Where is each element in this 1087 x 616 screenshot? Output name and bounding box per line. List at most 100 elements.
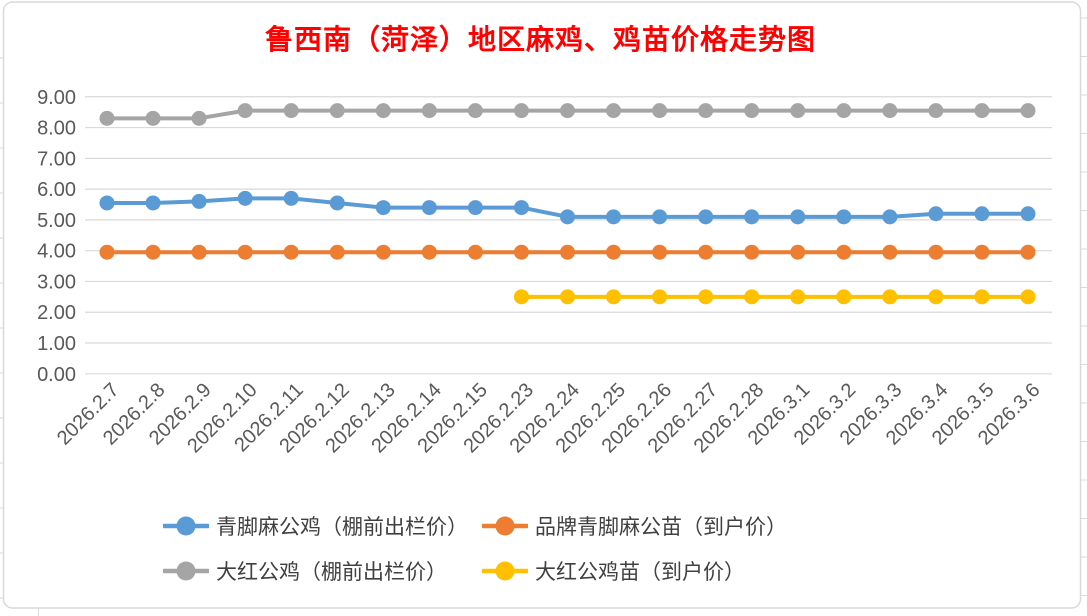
data-point-series-3 xyxy=(928,289,944,305)
data-point-series-1 xyxy=(375,244,391,260)
data-point-series-1 xyxy=(974,244,990,260)
y-axis-tick-label: 4.00 xyxy=(37,241,76,263)
data-point-series-2 xyxy=(329,103,345,119)
legend-marker-icon xyxy=(163,561,209,581)
data-point-series-2 xyxy=(744,103,760,119)
legend-label: 品牌青脚麻公苗（到户价） xyxy=(535,515,787,539)
data-point-series-1 xyxy=(606,244,622,260)
data-point-series-0 xyxy=(237,190,253,206)
legend-item-3[interactable]: 大红公鸡苗（到户价） xyxy=(482,556,787,586)
data-point-series-0 xyxy=(882,209,898,225)
data-point-series-0 xyxy=(652,209,668,225)
data-point-series-2 xyxy=(237,103,253,119)
data-point-series-2 xyxy=(606,103,622,119)
data-point-series-3 xyxy=(974,289,990,305)
legend-label: 大红公鸡苗（到户价） xyxy=(535,560,745,584)
legend-item-1[interactable]: 品牌青脚麻公苗（到户价） xyxy=(482,511,787,541)
data-point-series-0 xyxy=(606,209,622,225)
legend-dot xyxy=(176,561,196,581)
data-point-series-1 xyxy=(744,244,760,260)
data-point-series-3 xyxy=(698,289,714,305)
data-point-series-2 xyxy=(560,103,575,119)
data-point-series-3 xyxy=(652,289,668,305)
data-point-series-0 xyxy=(974,206,990,222)
data-point-series-2 xyxy=(513,103,529,119)
data-point-series-2 xyxy=(652,103,668,119)
data-point-series-0 xyxy=(421,200,437,216)
legend-dot xyxy=(495,561,515,581)
data-point-series-1 xyxy=(513,244,529,260)
data-point-series-3 xyxy=(790,289,806,305)
data-point-series-0 xyxy=(744,209,760,225)
legend-label: 青脚麻公鸡（棚前出栏价） xyxy=(216,515,468,539)
data-point-series-0 xyxy=(145,195,161,211)
data-point-series-1 xyxy=(652,244,668,260)
legend-marker-icon xyxy=(482,561,528,581)
data-point-series-3 xyxy=(513,289,529,305)
data-point-series-1 xyxy=(790,244,806,260)
chart-title: 鲁西南（菏泽）地区麻鸡、鸡苗价格走势图 xyxy=(264,23,816,56)
y-axis-tick-label: 3.00 xyxy=(37,271,76,293)
data-point-series-2 xyxy=(974,103,990,119)
data-point-series-2 xyxy=(421,103,437,119)
legend-dot xyxy=(176,516,196,536)
data-point-series-1 xyxy=(882,244,898,260)
data-point-series-0 xyxy=(99,195,115,211)
data-point-series-0 xyxy=(790,209,806,225)
data-point-series-1 xyxy=(698,244,714,260)
y-axis-tick-label: 2.00 xyxy=(37,302,76,324)
data-point-series-2 xyxy=(467,103,483,119)
data-point-series-1 xyxy=(560,244,575,260)
data-point-series-2 xyxy=(375,103,391,119)
y-axis-tick-label: 8.00 xyxy=(37,118,76,140)
y-axis-tick-label: 6.00 xyxy=(37,179,76,201)
data-point-series-1 xyxy=(836,244,852,260)
data-point-series-2 xyxy=(882,103,898,119)
legend-dot xyxy=(495,516,515,536)
legend-item-0[interactable]: 青脚麻公鸡（棚前出栏价） xyxy=(163,511,468,541)
data-point-series-3 xyxy=(1020,289,1036,305)
data-point-series-1 xyxy=(283,244,299,260)
data-point-series-3 xyxy=(560,289,575,305)
data-point-series-0 xyxy=(836,209,852,225)
chart-legend: 青脚麻公鸡（棚前出栏价） 品牌青脚麻公苗（到户价） 大红公鸡（棚前出栏价） 大红公鸡苗… xyxy=(163,511,787,586)
data-point-series-2 xyxy=(283,103,299,119)
y-axis-tick-label: 9.00 xyxy=(37,87,76,109)
data-point-series-2 xyxy=(1020,103,1036,119)
data-point-series-2 xyxy=(836,103,852,119)
y-axis-tick-label: 5.00 xyxy=(37,210,76,232)
data-point-series-3 xyxy=(744,289,760,305)
legend-item-2[interactable]: 大红公鸡（棚前出栏价） xyxy=(163,556,468,586)
data-point-series-0 xyxy=(191,193,207,209)
data-point-series-2 xyxy=(191,110,207,126)
data-point-series-0 xyxy=(283,190,299,206)
data-point-series-1 xyxy=(421,244,437,260)
data-point-series-1 xyxy=(191,244,207,260)
data-point-series-2 xyxy=(698,103,714,119)
data-point-series-2 xyxy=(790,103,806,119)
data-point-series-2 xyxy=(928,103,944,119)
data-point-series-1 xyxy=(145,244,161,260)
legend-marker-icon xyxy=(163,516,209,536)
y-axis-tick-label: 7.00 xyxy=(37,148,76,170)
data-point-series-0 xyxy=(375,200,391,216)
data-point-series-1 xyxy=(467,244,483,260)
data-point-series-3 xyxy=(606,289,622,305)
legend-label: 大红公鸡（棚前出栏价） xyxy=(216,560,447,584)
data-point-series-0 xyxy=(329,195,345,211)
data-point-series-1 xyxy=(237,244,253,260)
y-axis-tick-label: 0.00 xyxy=(37,364,76,386)
data-point-series-0 xyxy=(513,200,529,216)
data-point-series-3 xyxy=(836,289,852,305)
data-point-series-1 xyxy=(1020,244,1036,260)
data-point-series-0 xyxy=(1020,206,1036,222)
legend-marker-icon xyxy=(482,516,528,536)
y-axis-tick-label: 1.00 xyxy=(37,333,76,355)
data-point-series-2 xyxy=(145,110,161,126)
data-point-series-1 xyxy=(99,244,115,260)
data-point-series-3 xyxy=(882,289,898,305)
data-point-series-0 xyxy=(698,209,714,225)
data-point-series-1 xyxy=(329,244,345,260)
